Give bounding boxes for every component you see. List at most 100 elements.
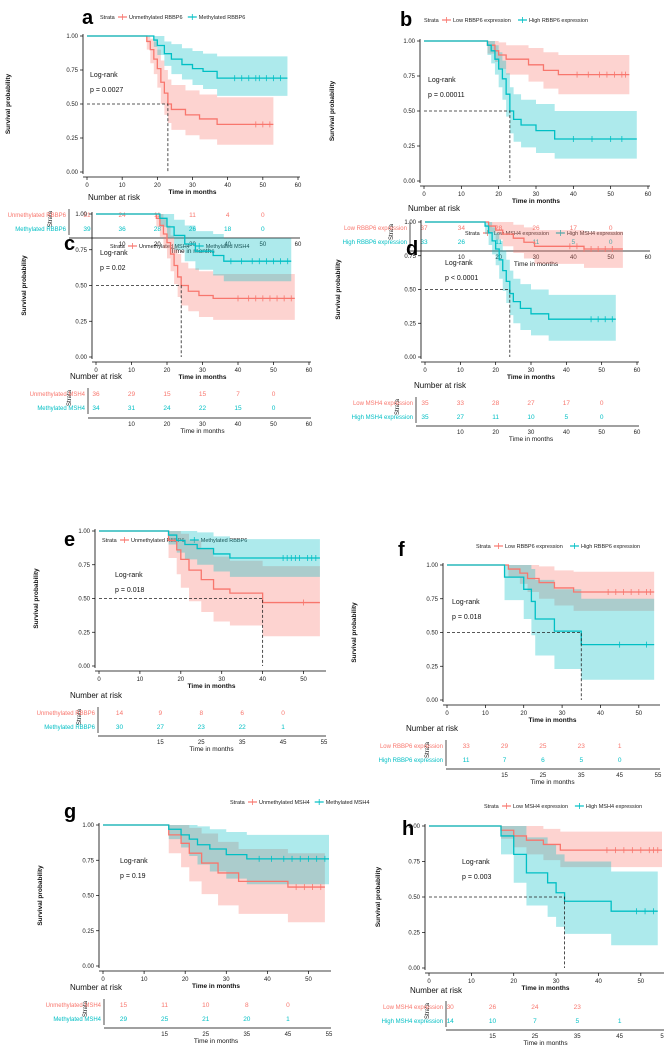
risk-x-tick-label: 55 [326, 1032, 333, 1038]
risk-x-axis-title: Time in months [530, 779, 575, 786]
risk-count: 35 [421, 414, 429, 421]
risk-row-label: High RBBP6 expression [343, 240, 407, 246]
risk-count: 8 [199, 710, 203, 717]
risk-count: 0 [286, 1002, 290, 1009]
x-tick-label: 10 [458, 192, 465, 198]
confidence-band-group1 [87, 36, 274, 145]
confidence-band-group1 [99, 531, 320, 637]
km-panel-f: f Strata Low RBBP6 expression High RBBP6 ex… [351, 539, 662, 786]
risk-count: 6 [541, 757, 545, 764]
x-tick-label: 0 [445, 711, 449, 717]
y-axis-title: Survival probability [37, 865, 44, 926]
risk-count: 26 [489, 1004, 497, 1011]
km-panel-b: b Strata Low RBBP6 expression High RBBP6 ex… [329, 9, 652, 268]
risk-strata-axis-label: Strata [77, 708, 83, 725]
risk-x-tick-label: 15 [161, 1032, 168, 1038]
x-tick-label: 20 [510, 979, 517, 985]
survival-curve-group2 [429, 825, 658, 912]
y-axis-title: Survival probability [33, 568, 40, 629]
y-tick-label: 0.00 [66, 170, 78, 176]
x-tick-label: 60 [634, 368, 641, 374]
risk-count: 21 [202, 1016, 210, 1023]
y-tick-label: 0.75 [75, 248, 87, 254]
x-tick-label: 60 [295, 183, 302, 189]
x-tick-label: 0 [427, 979, 431, 985]
risk-count: 33 [420, 239, 428, 246]
risk-strata-axis-label: Strata [425, 1002, 431, 1019]
risk-count: 7 [236, 391, 240, 398]
risk-table-title: Number at risk [414, 381, 467, 390]
y-tick-label: 0.00 [426, 698, 438, 704]
x-tick-label: 30 [528, 368, 535, 374]
risk-x-axis-title: Time in months [194, 1038, 239, 1045]
y-tick-label: 1.00 [408, 824, 420, 830]
confidence-band-group1 [424, 41, 630, 95]
risk-count: 25 [539, 743, 547, 750]
p-value: p = 0.0027 [90, 87, 123, 94]
km-panel-a: a Strata Unmethylated RBBP6 Methylated RBBP… [5, 7, 302, 255]
risk-count: 22 [239, 724, 247, 731]
risk-count: 27 [157, 724, 165, 731]
risk-count: 1 [281, 724, 285, 731]
survival-curve-group1 [87, 35, 274, 126]
x-tick-label: 40 [264, 977, 271, 983]
legend-label: Low MSH4 expression [494, 231, 549, 237]
risk-strata-axis-label: Strata [389, 223, 395, 240]
risk-count: 17 [570, 225, 578, 232]
risk-count: 0 [281, 710, 285, 717]
risk-count: 20 [243, 1016, 251, 1023]
y-tick-label: 0.75 [403, 74, 415, 80]
legend: Strata Low MSH4 expression High MSH4 expre… [484, 803, 642, 810]
risk-x-tick-label: 50 [598, 430, 605, 436]
confidence-band-group2 [99, 531, 320, 577]
y-tick-label: 1.00 [404, 220, 416, 226]
x-tick-label: 60 [306, 368, 313, 374]
risk-x-axis-title: Time in months [509, 436, 554, 443]
y-axis-title: Survival probability [335, 259, 342, 320]
x-tick-label: 50 [300, 677, 307, 683]
risk-count: 36 [119, 226, 127, 233]
risk-row-label: Low RBBP6 expression [344, 226, 407, 232]
risk-count: 37 [420, 225, 428, 232]
survival-curve-group2 [99, 530, 320, 559]
risk-strata-axis-label: Strata [83, 1000, 89, 1017]
x-tick-label: 40 [224, 183, 231, 189]
risk-count: 23 [574, 1004, 582, 1011]
risk-x-axis-title: Time in months [170, 248, 215, 255]
y-tick-label: 0.00 [408, 966, 420, 972]
risk-count: 31 [83, 212, 91, 219]
risk-x-tick-label: 45 [616, 773, 623, 779]
x-tick-label: 30 [218, 677, 225, 683]
risk-row-label: Methylated RBBP6 [44, 725, 95, 731]
risk-x-tick-label: 35 [578, 773, 585, 779]
risk-count: 30 [447, 1004, 455, 1011]
risk-count: 1 [618, 743, 622, 750]
legend-label: Methylated RBBP6 [199, 15, 245, 21]
confidence-band-group2 [103, 825, 329, 885]
panel-letter-g: g [64, 801, 76, 823]
risk-count: 11 [161, 1002, 168, 1009]
p-value: p = 0.018 [115, 587, 144, 594]
legend: Strata Unmethylated MSH4 Methylated MSH4 [110, 243, 249, 250]
confidence-band-group1 [425, 222, 623, 268]
risk-table-title: Number at risk [408, 204, 461, 213]
y-tick-label: 0.75 [426, 597, 438, 603]
risk-table-title: Number at risk [410, 986, 463, 995]
risk-count: 22 [199, 405, 207, 412]
confidence-band-group1 [429, 826, 662, 868]
logrank-label: Log-rank [115, 572, 143, 579]
risk-count: 5 [565, 414, 569, 421]
risk-count: 11 [463, 757, 470, 764]
x-tick-label: 50 [607, 192, 614, 198]
y-axis-title: Survival probability [351, 602, 358, 663]
median-line [429, 896, 565, 968]
legend: Strata Unmethylated RBBP6 Methylated RBBP6 [102, 537, 247, 544]
risk-count: 10 [527, 414, 535, 421]
logrank-label: Log-rank [445, 260, 473, 267]
x-axis-title: Time in months [179, 374, 227, 381]
x-tick-label: 20 [154, 183, 161, 189]
risk-row-label: Unmethylated MSH4 [30, 392, 86, 398]
y-tick-label: 0.75 [408, 860, 420, 866]
